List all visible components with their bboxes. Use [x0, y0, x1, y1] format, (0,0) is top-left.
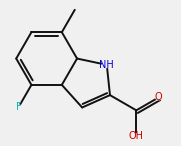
Text: NH: NH: [99, 60, 114, 70]
Ellipse shape: [156, 95, 162, 100]
Ellipse shape: [132, 134, 140, 138]
Ellipse shape: [102, 62, 111, 67]
Text: F: F: [16, 102, 21, 112]
Ellipse shape: [15, 105, 22, 110]
Text: OH: OH: [129, 131, 144, 141]
Text: O: O: [155, 92, 163, 102]
